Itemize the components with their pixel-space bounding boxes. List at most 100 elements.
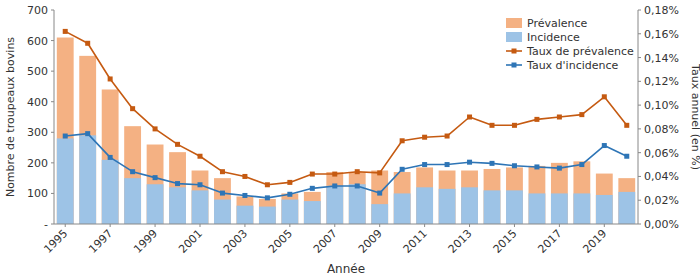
marker xyxy=(63,29,68,34)
legend-swatch xyxy=(506,18,522,28)
bar xyxy=(484,190,501,224)
marker xyxy=(85,41,90,46)
y-tick-label: 400 xyxy=(27,96,48,109)
y2-tick xyxy=(638,33,641,34)
marker xyxy=(108,155,113,160)
chart: -1002003004005006007000,00%0,02%0,04%0,0… xyxy=(0,0,700,278)
x-tick xyxy=(155,224,156,227)
bar xyxy=(484,169,501,224)
marker xyxy=(332,183,337,188)
marker xyxy=(579,162,584,167)
marker xyxy=(579,112,584,117)
y-tick-label: 700 xyxy=(27,4,48,17)
y-tick xyxy=(51,71,54,72)
y2-tick xyxy=(638,152,641,153)
x-tick xyxy=(469,224,470,227)
y2-tick-label: 0,16% xyxy=(644,28,679,41)
x-tick-label: 2009 xyxy=(356,227,385,256)
y-tick xyxy=(51,224,54,225)
x-tick xyxy=(110,224,111,227)
bar xyxy=(349,172,366,224)
bar xyxy=(147,145,164,224)
legend: PrévalenceIncidenceTaux de prévalenceTau… xyxy=(506,17,634,72)
bar xyxy=(237,206,254,224)
bar xyxy=(281,193,298,224)
marker xyxy=(130,169,135,174)
marker xyxy=(198,182,203,187)
y2-tick-label: 0,14% xyxy=(644,52,679,65)
x-tick xyxy=(334,224,335,227)
marker xyxy=(332,172,337,177)
y2-tick-label: 0,06% xyxy=(644,147,679,160)
y2-tick-label: 0,18% xyxy=(644,4,679,17)
marker xyxy=(220,191,225,196)
bar xyxy=(618,192,635,224)
bar-series xyxy=(57,38,635,224)
y-tick-label: 600 xyxy=(27,35,48,48)
x-axis-label: Année xyxy=(327,262,365,276)
marker xyxy=(153,175,158,180)
bar xyxy=(169,187,186,224)
x-tick xyxy=(289,224,290,227)
y-tick xyxy=(51,101,54,102)
bar xyxy=(304,201,321,224)
bar xyxy=(439,189,456,224)
bar xyxy=(349,184,366,224)
bar xyxy=(102,89,119,224)
marker xyxy=(63,134,68,139)
marker xyxy=(287,192,292,197)
marker xyxy=(175,181,180,186)
line xyxy=(65,134,627,198)
x-axis-line xyxy=(54,224,638,225)
marker xyxy=(355,169,360,174)
marker xyxy=(175,142,180,147)
bar xyxy=(573,161,590,224)
x-tick-label: 1999 xyxy=(131,227,160,256)
marker xyxy=(287,180,292,185)
bar xyxy=(506,190,523,224)
x-tick-label: 2007 xyxy=(311,227,340,256)
y2-tick xyxy=(638,57,641,58)
marker xyxy=(422,135,427,140)
legend-label: Incidence xyxy=(527,31,580,44)
x-tick xyxy=(424,224,425,227)
legend-swatch xyxy=(506,32,522,42)
y2-tick xyxy=(638,128,641,129)
y2-tick-label: 0,04% xyxy=(644,170,679,183)
bar xyxy=(371,204,388,224)
legend-label: Taux de prévalence xyxy=(526,45,634,58)
marker xyxy=(310,172,315,177)
marker xyxy=(445,134,450,139)
legend-label: Prévalence xyxy=(527,17,588,30)
marker xyxy=(557,115,562,120)
y-tick xyxy=(51,162,54,163)
marker xyxy=(130,106,135,111)
x-tick xyxy=(514,224,515,227)
bar xyxy=(102,160,119,224)
bar xyxy=(281,200,298,224)
bar xyxy=(394,193,411,224)
bar xyxy=(506,167,523,224)
bar xyxy=(237,196,254,224)
bar xyxy=(439,171,456,225)
y2-axis-line xyxy=(638,10,639,224)
y-tick-label: - xyxy=(44,218,48,231)
y-tick xyxy=(51,132,54,133)
bar xyxy=(371,171,388,225)
marker xyxy=(490,123,495,128)
marker xyxy=(512,163,517,168)
bar xyxy=(124,126,141,224)
bar xyxy=(326,172,343,224)
y-tick-label: 300 xyxy=(27,126,48,139)
x-tick xyxy=(559,224,560,227)
bar xyxy=(529,193,546,224)
x-tick-label: 2019 xyxy=(580,227,609,256)
bar xyxy=(416,167,433,224)
bar xyxy=(461,171,478,225)
x-tick xyxy=(244,224,245,227)
legend-marker xyxy=(512,49,517,54)
bar xyxy=(326,186,343,224)
x-tick-label: 2011 xyxy=(401,227,430,256)
bar xyxy=(551,163,568,224)
x-tick-label: 2003 xyxy=(221,227,250,256)
